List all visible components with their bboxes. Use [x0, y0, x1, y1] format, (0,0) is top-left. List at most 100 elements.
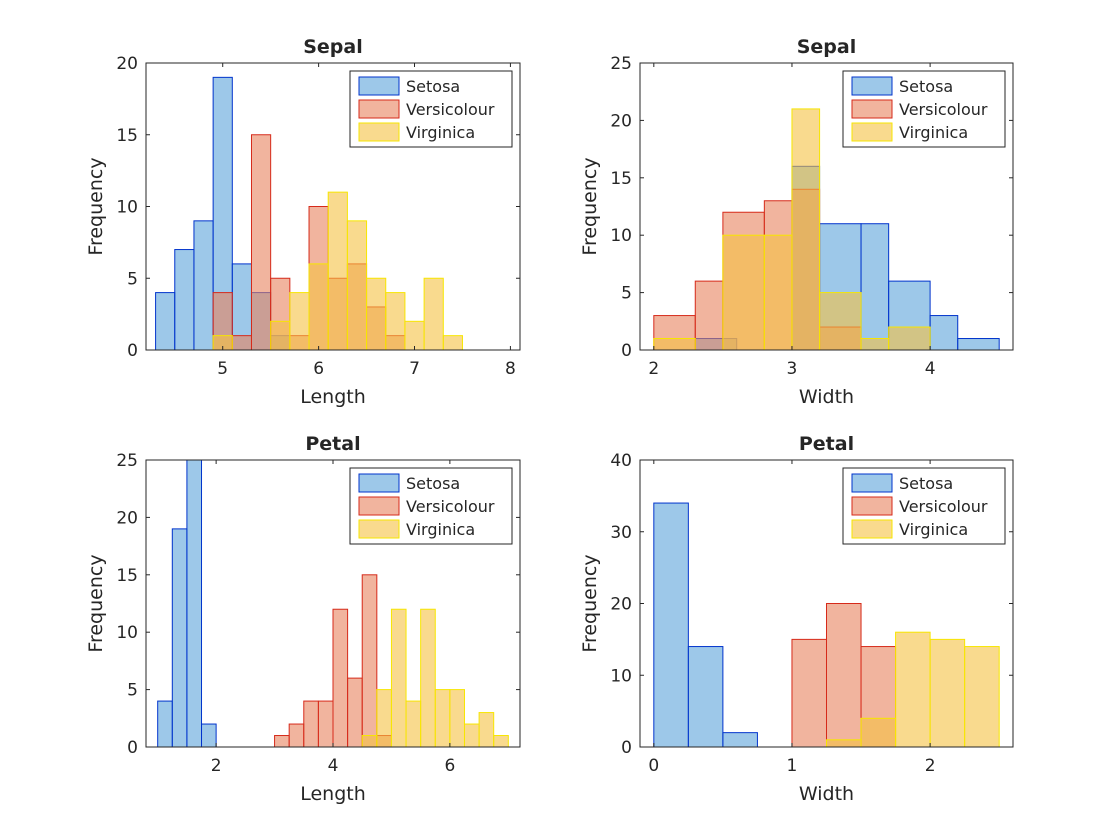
subplot-title: Petal — [799, 433, 854, 455]
axes-box — [639, 62, 1014, 351]
x-axis-label: Width — [799, 386, 854, 408]
legend-label-setosa: Setosa — [406, 474, 460, 493]
y-tick-label: 0 — [127, 738, 138, 758]
x-tick-label: 3 — [787, 359, 798, 379]
subplot-title: Sepal — [797, 36, 857, 58]
bar-virginica — [653, 338, 696, 351]
legend-label-virginica: Virginica — [899, 520, 968, 539]
y-axis-label: Frequency — [85, 157, 107, 255]
y-tick-label: 15 — [610, 169, 632, 189]
legend: Setosa Versicolour Virginica — [842, 467, 1006, 545]
x-tick-label: 6 — [313, 359, 324, 379]
bar-setosa — [929, 315, 959, 351]
series-setosa — [157, 459, 217, 748]
y-tick-label: 5 — [127, 269, 138, 289]
bar-setosa — [653, 502, 689, 748]
bar-virginica — [860, 338, 890, 351]
legend-label-setosa: Setosa — [899, 474, 953, 493]
bar-versicolour — [361, 574, 378, 748]
y-axis-label: Frequency — [579, 554, 601, 652]
legend: Setosa Versicolour Virginica — [349, 70, 513, 148]
x-tick-label: 4 — [328, 756, 339, 776]
y-tick-label: 0 — [621, 738, 632, 758]
bar-versicolour — [791, 638, 827, 748]
legend-swatch-versicolour — [851, 99, 893, 119]
legend-label-virginica: Virginica — [406, 123, 475, 142]
x-tick-label: 7 — [409, 359, 420, 379]
bar-versicolour — [231, 335, 252, 351]
y-tick-label: 20 — [610, 595, 632, 615]
bar-versicolour — [332, 608, 349, 748]
bar-virginica — [404, 320, 425, 351]
bar-virginica — [366, 277, 387, 351]
subplot-2: 2 3 4 0 5 10 15 20 25 Sepal Width Frequency Setosa Ve… — [579, 36, 1014, 408]
legend-label-virginica: Virginica — [406, 520, 475, 539]
x-tick-label: 2 — [925, 756, 936, 776]
bar-virginica — [791, 108, 821, 351]
x-tick-label: 6 — [444, 756, 455, 776]
legend-label-setosa: Setosa — [406, 77, 460, 96]
bar-setosa — [722, 732, 758, 748]
legend-swatch-virginica — [851, 122, 893, 142]
y-axis-label: Frequency — [85, 554, 107, 652]
y-tick-label: 0 — [621, 341, 632, 361]
subplot-1: 5 6 7 8 0 5 10 15 20 Sepal Length Frequency Setosa Ve… — [85, 36, 521, 408]
bar-virginica — [390, 608, 407, 748]
bar-setosa — [193, 220, 214, 351]
y-tick-label: 10 — [610, 666, 632, 686]
series-setosa — [653, 502, 758, 748]
x-tick-label: 4 — [925, 359, 936, 379]
x-axis-label: Length — [300, 386, 366, 408]
bar-versicolour — [826, 603, 862, 748]
bar-virginica — [289, 292, 310, 351]
y-tick-label: 10 — [610, 226, 632, 246]
bar-setosa — [171, 528, 188, 748]
y-tick-label: 10 — [116, 623, 138, 643]
y-tick-label: 25 — [116, 451, 138, 471]
bar-versicolour — [347, 677, 363, 748]
bar-virginica — [327, 191, 348, 351]
y-tick-label: 20 — [116, 54, 138, 74]
y-tick-label: 10 — [116, 198, 138, 218]
legend-swatch-versicolour — [358, 99, 400, 119]
bar-virginica — [888, 326, 931, 351]
y-tick-label: 0 — [127, 341, 138, 361]
bar-virginica — [493, 735, 509, 748]
bar-virginica — [819, 292, 862, 351]
bar-virginica — [376, 689, 392, 748]
series-virginica — [826, 631, 1000, 748]
bar-versicolour — [250, 134, 272, 351]
subplot-title: Sepal — [303, 36, 363, 58]
bar-setosa — [174, 249, 195, 351]
y-tick-label: 15 — [116, 566, 138, 586]
legend-label-versicolour: Versicolour — [406, 100, 495, 119]
bar-virginica — [860, 717, 897, 748]
x-axis-label: Width — [799, 783, 854, 805]
bar-virginica — [449, 689, 465, 748]
series-virginica — [361, 608, 509, 748]
legend: Setosa Versicolour Virginica — [349, 467, 513, 545]
legend-swatch-setosa — [358, 473, 400, 493]
bar-virginica — [463, 723, 480, 748]
x-tick-label: 2 — [648, 359, 659, 379]
bar-virginica — [763, 234, 793, 351]
y-tick-label: 5 — [621, 284, 632, 304]
subplot-3: 2 4 6 0 5 10 15 20 25 Petal Length Frequency Setosa V… — [85, 433, 521, 805]
x-axis-label: Length — [300, 783, 366, 805]
legend-swatch-setosa — [358, 76, 400, 96]
bar-virginica — [826, 739, 862, 748]
bar-versicolour — [274, 735, 290, 748]
bar-virginica — [346, 220, 368, 351]
x-tick-label: 1 — [787, 756, 798, 776]
subplot-4: 0 1 2010203040PetalWidthFrequencySetosaVer… — [579, 433, 1014, 805]
x-tick-label: 0 — [648, 756, 659, 776]
x-tick-label: 5 — [217, 359, 228, 379]
bar-virginica — [405, 700, 422, 748]
y-tick-label: 40 — [610, 451, 632, 471]
bar-setosa — [860, 223, 890, 351]
y-tick-label: 15 — [116, 126, 138, 146]
bar-virginica — [434, 689, 451, 748]
y-tick-label: 20 — [116, 508, 138, 528]
legend-swatch-virginica — [358, 122, 400, 142]
